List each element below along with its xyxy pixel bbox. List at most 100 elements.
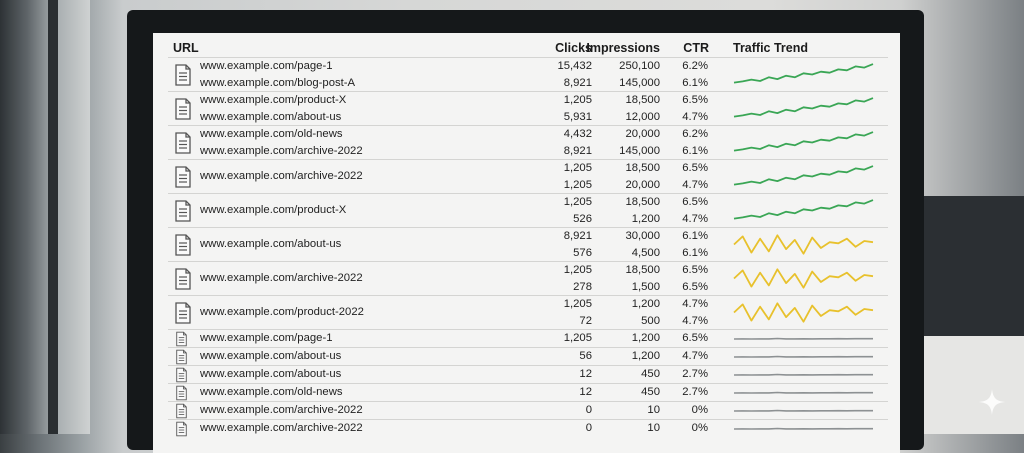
ctr-value: 4.7%: [682, 178, 708, 191]
table-row[interactable]: www.example.com/archive-2022 1,205 1,205 18…: [168, 159, 888, 193]
row-url[interactable]: www.example.com/old-news: [200, 128, 343, 140]
row-url[interactable]: www.example.com/archive-2022: [200, 422, 363, 434]
row-url[interactable]: www.example.com/about-us: [200, 368, 342, 380]
row-url[interactable]: www.example.com/blog-post-A: [200, 76, 356, 89]
column-header-traffic-trend: Traffic Trend: [733, 41, 809, 55]
impressions-value: 10: [647, 404, 660, 416]
clicks-value: 576: [573, 246, 592, 259]
ctr-value: 6.1%: [682, 246, 708, 259]
impressions-value: 145,000: [619, 76, 660, 89]
document-icon: [175, 301, 191, 324]
table-row[interactable]: www.example.com/product-2022 1,205 72 1,200…: [168, 295, 888, 329]
column-header-impressions[interactable]: Impressions: [586, 41, 660, 55]
clicks-value: 1,205: [563, 332, 592, 344]
impressions-value: 1,200: [631, 298, 660, 310]
table-row[interactable]: www.example.com/about-us 8,921 576 30,000 4,…: [168, 227, 888, 261]
table-row[interactable]: www.example.com/page-1 1,205 1,200 6.5%: [168, 329, 888, 347]
traffic-trend-sparkline: [733, 199, 874, 220]
document-icon: [176, 421, 187, 436]
background-shelf: [924, 336, 1024, 434]
ctr-value: 4.7%: [682, 298, 708, 310]
ctr-value: 6.2%: [682, 128, 708, 140]
table-row[interactable]: www.example.com/product-X www.example.com…: [168, 91, 888, 125]
ctr-value: 0%: [691, 422, 708, 434]
impressions-value: 10: [647, 422, 660, 434]
column-header-url[interactable]: URL: [173, 41, 199, 55]
clicks-value: 72: [579, 314, 592, 327]
ctr-value: 6.5%: [682, 280, 708, 293]
trend-line-gray: [733, 391, 873, 394]
row-url[interactable]: www.example.com/page-1: [200, 332, 333, 344]
ctr-value: 6.5%: [682, 264, 708, 276]
ctr-value: 4.7%: [682, 314, 708, 327]
row-url[interactable]: www.example.com/archive-2022: [200, 272, 363, 284]
trend-line-gray: [733, 373, 873, 376]
clicks-value: 0: [585, 404, 592, 416]
document-icon: [176, 403, 187, 418]
column-header-ctr[interactable]: CTR: [683, 41, 709, 55]
row-url[interactable]: www.example.com/about-us: [200, 350, 342, 362]
impressions-value: 450: [641, 386, 660, 398]
impressions-value: 12,000: [625, 110, 660, 123]
impressions-value: 20,000: [625, 178, 660, 191]
traffic-trend-sparkline: [733, 165, 874, 186]
row-url[interactable]: www.example.com/product-2022: [200, 306, 364, 318]
ctr-value: 6.1%: [682, 144, 708, 157]
traffic-trend-sparkline: [733, 373, 873, 376]
trend-line-green: [733, 165, 874, 186]
traffic-trend-sparkline: [733, 355, 873, 358]
table-row[interactable]: www.example.com/product-X 1,205 526 18,500 1…: [168, 193, 888, 227]
background-window-frame: [48, 0, 58, 434]
impressions-value: 500: [641, 314, 660, 327]
row-url[interactable]: www.example.com/archive-2022: [200, 404, 363, 416]
table-row[interactable]: www.example.com/about-us 56 1,200 4.7%: [168, 347, 888, 365]
table-row[interactable]: www.example.com/about-us 12 450 2.7%: [168, 365, 888, 383]
impressions-value: 20,000: [625, 128, 660, 140]
table-row[interactable]: www.example.com/archive-2022 0 10 0%: [168, 401, 888, 419]
clicks-value: 12: [579, 368, 592, 380]
ctr-value: 0%: [691, 404, 708, 416]
clicks-value: 1,205: [563, 298, 592, 310]
document-icon: [175, 165, 191, 188]
row-url[interactable]: www.example.com/old-news: [200, 386, 343, 398]
row-url[interactable]: www.example.com/product-X: [200, 204, 347, 216]
ctr-value: 6.5%: [682, 196, 708, 208]
ctr-value: 4.7%: [682, 350, 708, 362]
ctr-value: 2.7%: [682, 368, 708, 380]
document-icon: [176, 367, 187, 382]
row-url[interactable]: www.example.com/about-us: [200, 110, 342, 123]
ctr-value: 6.5%: [682, 94, 708, 106]
row-url[interactable]: www.example.com/archive-2022: [200, 170, 363, 182]
traffic-trend-sparkline: [733, 409, 873, 412]
trend-line-gray: [733, 409, 873, 412]
table-row[interactable]: www.example.com/archive-2022 1,205 278 18,5…: [168, 261, 888, 295]
clicks-value: 4,432: [563, 128, 592, 140]
document-icon: [175, 233, 191, 256]
ctr-value: 6.5%: [682, 332, 708, 344]
monitor-screen: URL Clicks Impressions CTR Traffic Trend…: [153, 33, 900, 453]
impressions-value: 18,500: [625, 264, 660, 276]
row-url[interactable]: www.example.com/archive-2022: [200, 144, 363, 157]
impressions-value: 1,200: [631, 350, 660, 362]
traffic-trend-sparkline: [733, 63, 874, 84]
ctr-value: 4.7%: [682, 110, 708, 123]
document-icon: [176, 331, 187, 346]
impressions-value: 145,000: [619, 144, 660, 157]
column-header-clicks[interactable]: Clicks: [555, 41, 592, 55]
clicks-value: 12: [579, 386, 592, 398]
table-row[interactable]: www.example.com/old-news www.example.com/…: [168, 125, 888, 159]
clicks-value: 56: [579, 350, 592, 362]
table-row[interactable]: www.example.com/old-news 12 450 2.7%: [168, 383, 888, 401]
traffic-trend-sparkline: [733, 131, 874, 152]
row-url[interactable]: www.example.com/page-1: [200, 60, 333, 72]
trend-line-green: [733, 199, 874, 220]
trend-line-green: [733, 63, 874, 84]
table-row[interactable]: www.example.com/archive-2022 0 10 0%: [168, 419, 888, 437]
impressions-value: 1,200: [631, 332, 660, 344]
sparkle-icon[interactable]: [978, 388, 1006, 416]
clicks-value: 8,921: [563, 230, 592, 242]
table-row[interactable]: www.example.com/page-1 www.example.com/bl…: [168, 57, 888, 91]
traffic-trend-sparkline: [733, 97, 874, 118]
row-url[interactable]: www.example.com/about-us: [200, 238, 342, 250]
row-url[interactable]: www.example.com/product-X: [200, 94, 347, 106]
